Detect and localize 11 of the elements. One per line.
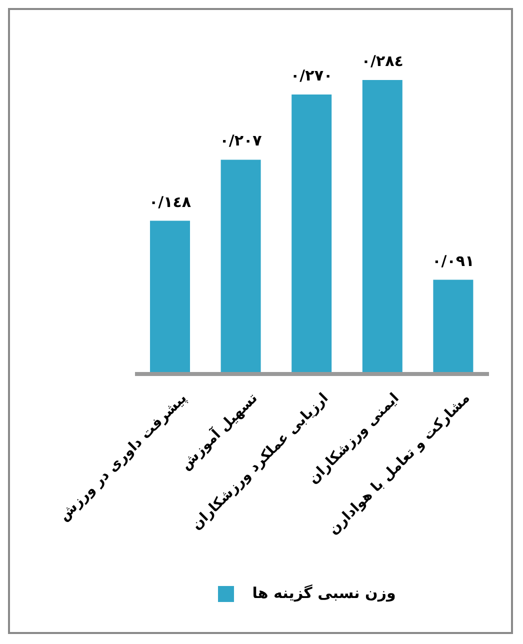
data-label: ٠/٢٠٧ (220, 132, 262, 150)
bar (292, 94, 332, 374)
data-label: ٠/٠٩١ (432, 252, 474, 270)
legend-label: وزن نسبی گزینه ها (252, 584, 396, 602)
bar (362, 80, 402, 374)
data-label: ٠/١٤٨ (148, 192, 192, 211)
bar (150, 220, 190, 374)
bar (220, 160, 261, 374)
data-label: ٠/٢٧٠ (290, 66, 333, 84)
bar (433, 280, 474, 374)
data-label: ٠/٢٨٤ (361, 52, 404, 70)
